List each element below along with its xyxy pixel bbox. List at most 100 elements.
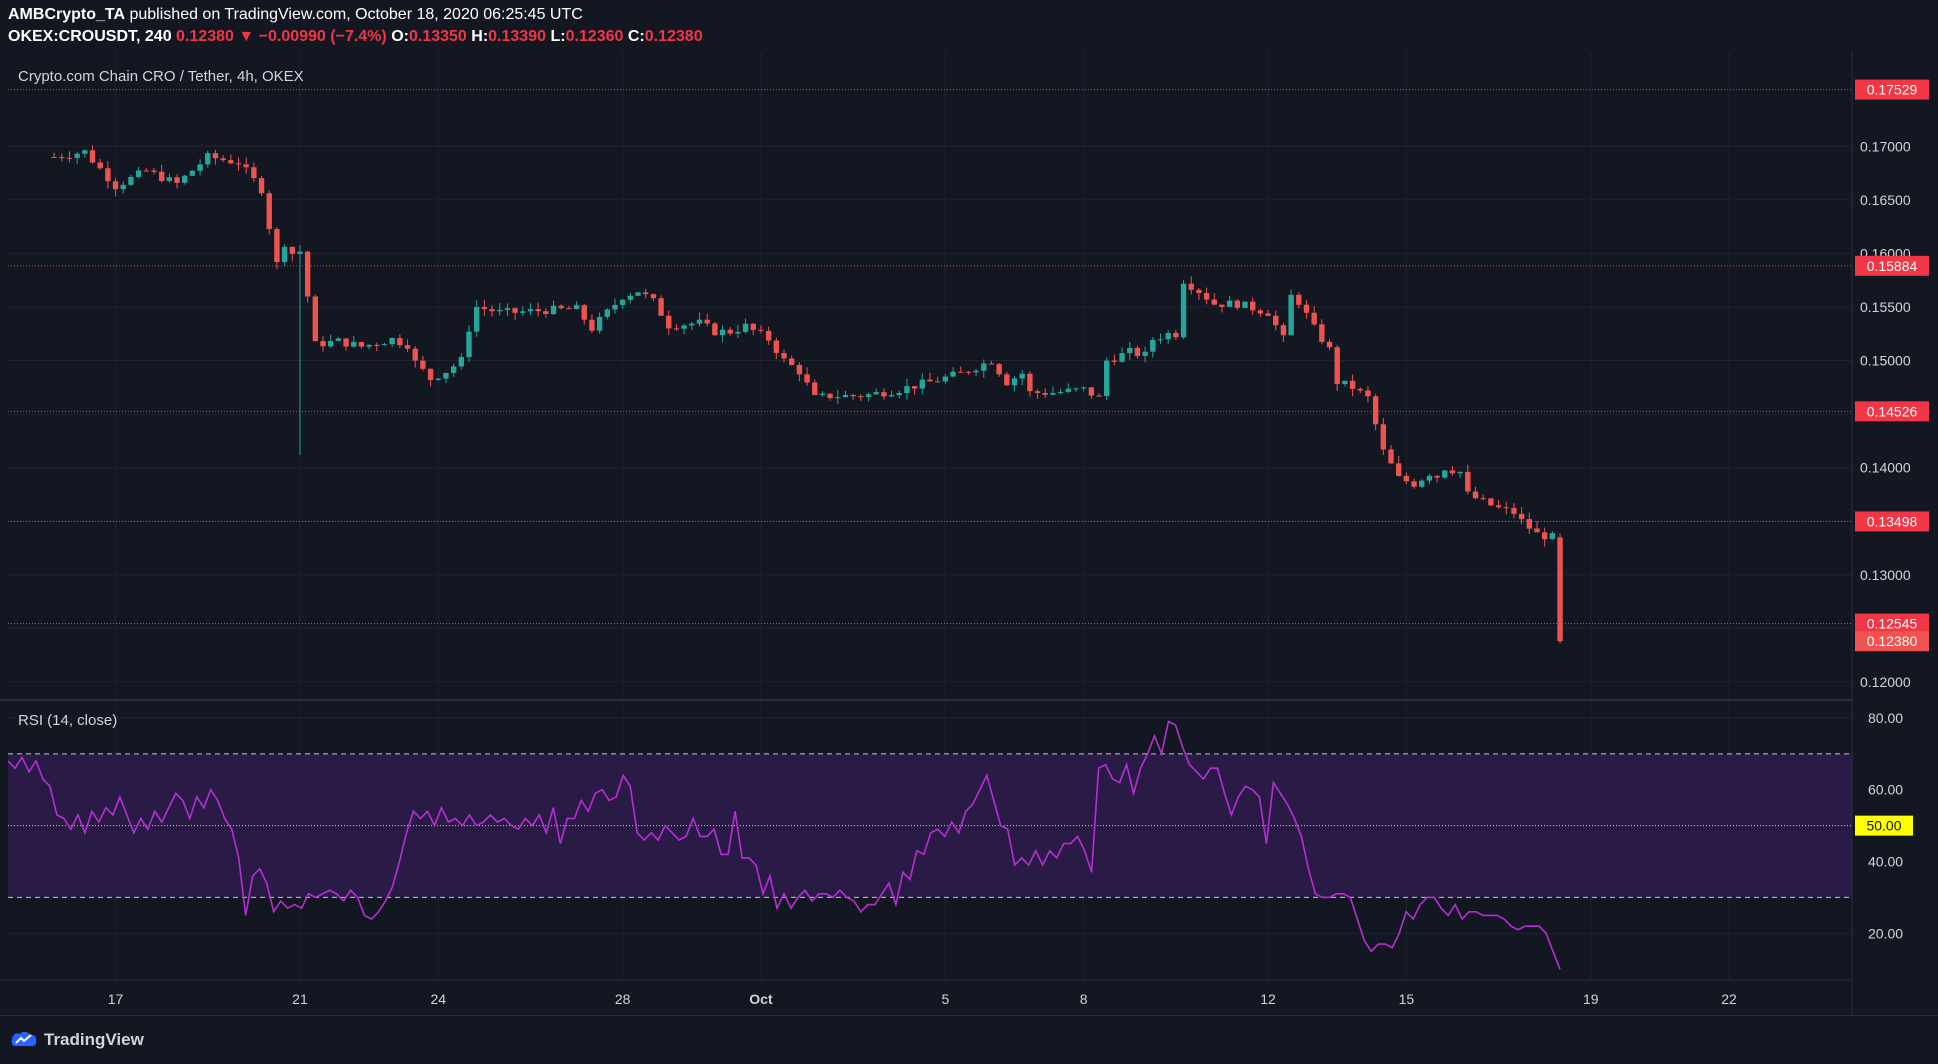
candle-body[interactable] — [581, 305, 587, 320]
candle-body[interactable] — [481, 306, 488, 310]
candle-body[interactable] — [1234, 300, 1241, 308]
candle-body[interactable] — [1403, 475, 1410, 482]
candle-body[interactable] — [189, 170, 196, 176]
candle-body[interactable] — [1050, 393, 1056, 395]
candle-body[interactable] — [689, 323, 695, 326]
candle-body[interactable] — [566, 308, 572, 310]
candle-body[interactable] — [1511, 508, 1517, 514]
candle-body[interactable] — [927, 379, 933, 382]
candle-body[interactable] — [1472, 491, 1479, 499]
candle-body[interactable] — [965, 371, 972, 373]
candle-body[interactable] — [1011, 378, 1018, 386]
candle-body[interactable] — [1488, 498, 1494, 506]
candle-body[interactable] — [274, 229, 280, 263]
candle-body[interactable] — [212, 153, 219, 159]
candle-body[interactable] — [243, 164, 249, 168]
candle-body[interactable] — [266, 193, 272, 230]
candle-body[interactable] — [1426, 475, 1433, 481]
candle-body[interactable] — [1127, 347, 1133, 354]
candle-body[interactable] — [1203, 293, 1210, 300]
candle-body[interactable] — [1495, 505, 1502, 508]
candle-body[interactable] — [996, 364, 1002, 375]
candle-body[interactable] — [220, 158, 226, 161]
candle-body[interactable] — [1541, 532, 1548, 540]
candle-body[interactable] — [389, 338, 395, 345]
candle-body[interactable] — [596, 316, 603, 331]
candle-body[interactable] — [128, 176, 134, 185]
candle-body[interactable] — [973, 370, 979, 373]
candle-body[interactable] — [1503, 507, 1509, 509]
candle-body[interactable] — [950, 371, 956, 377]
candle-body[interactable] — [1534, 528, 1540, 533]
candle-body[interactable] — [89, 150, 96, 163]
candle-body[interactable] — [1088, 387, 1095, 396]
candle-body[interactable] — [1380, 424, 1387, 450]
candle-body[interactable] — [1165, 332, 1171, 340]
candle-body[interactable] — [1311, 312, 1317, 325]
candle-body[interactable] — [297, 251, 303, 254]
candle-body[interactable] — [497, 309, 503, 312]
candle-body[interactable] — [1142, 351, 1148, 356]
candle-body[interactable] — [59, 157, 65, 159]
candle-body[interactable] — [758, 329, 764, 331]
candle-body[interactable] — [1334, 347, 1340, 385]
candle-body[interactable] — [1342, 380, 1348, 385]
candle-body[interactable] — [504, 308, 511, 310]
candle-body[interactable] — [589, 319, 595, 331]
candle-body[interactable] — [1042, 392, 1048, 395]
candle-body[interactable] — [235, 163, 242, 165]
candle-body[interactable] — [166, 177, 173, 181]
candle-body[interactable] — [1104, 360, 1110, 397]
candle-body[interactable] — [1518, 513, 1525, 520]
candle-body[interactable] — [182, 175, 188, 183]
candle-body[interactable] — [427, 368, 434, 380]
candle-body[interactable] — [704, 319, 710, 324]
candle-body[interactable] — [1034, 391, 1041, 393]
candle-body[interactable] — [158, 171, 165, 181]
candle-body[interactable] — [1065, 388, 1071, 392]
candle-body[interactable] — [304, 251, 311, 297]
candle-body[interactable] — [835, 397, 841, 399]
candle-body[interactable] — [174, 177, 180, 183]
candle-body[interactable] — [397, 338, 403, 346]
candle-body[interactable] — [258, 178, 265, 194]
tradingview-logo[interactable]: TradingView — [10, 1030, 144, 1050]
candle-body[interactable] — [1480, 498, 1486, 500]
candle-body[interactable] — [1057, 391, 1064, 394]
candle-body[interactable] — [1442, 470, 1448, 478]
candle-body[interactable] — [1226, 300, 1233, 307]
candle-body[interactable] — [1349, 380, 1356, 389]
candle-body[interactable] — [1411, 481, 1417, 487]
candle-body[interactable] — [358, 341, 365, 347]
candle-body[interactable] — [51, 156, 57, 158]
rsi-axis[interactable]: 20.00 40.00 60.00 80.00 50.00 — [1855, 710, 1913, 941]
candle-body[interactable] — [97, 162, 103, 169]
candle-body[interactable] — [135, 170, 142, 177]
candle-body[interactable] — [888, 395, 895, 397]
candle-body[interactable] — [735, 331, 741, 334]
candle-body[interactable] — [673, 328, 680, 330]
candle-body[interactable] — [520, 311, 526, 313]
candle-body[interactable] — [1395, 463, 1402, 476]
candle-body[interactable] — [612, 305, 618, 310]
candle-body[interactable] — [450, 366, 457, 373]
candle-body[interactable] — [650, 294, 657, 299]
candle-body[interactable] — [619, 299, 626, 306]
candle-body[interactable] — [1449, 470, 1456, 474]
candle-body[interactable] — [881, 392, 887, 397]
candle-body[interactable] — [412, 348, 418, 361]
candle-body[interactable] — [1096, 395, 1102, 397]
candle-body[interactable] — [420, 360, 426, 369]
candle-body[interactable] — [443, 372, 449, 379]
candle-body[interactable] — [796, 364, 803, 375]
candle-body[interactable] — [958, 371, 964, 373]
symbol-label[interactable]: OKEX:CROUSDT, 240 — [8, 28, 172, 45]
candle-body[interactable] — [351, 341, 357, 347]
candle-body[interactable] — [1280, 325, 1287, 336]
candle-body[interactable] — [604, 309, 610, 317]
candle-body[interactable] — [1150, 339, 1156, 352]
candle-body[interactable] — [543, 311, 549, 315]
candle-body[interactable] — [1004, 374, 1010, 386]
time-axis[interactable]: 17 21 24 28 Oct 5 8 12 15 19 22 — [108, 991, 1737, 1007]
candle-body[interactable] — [1027, 373, 1033, 392]
